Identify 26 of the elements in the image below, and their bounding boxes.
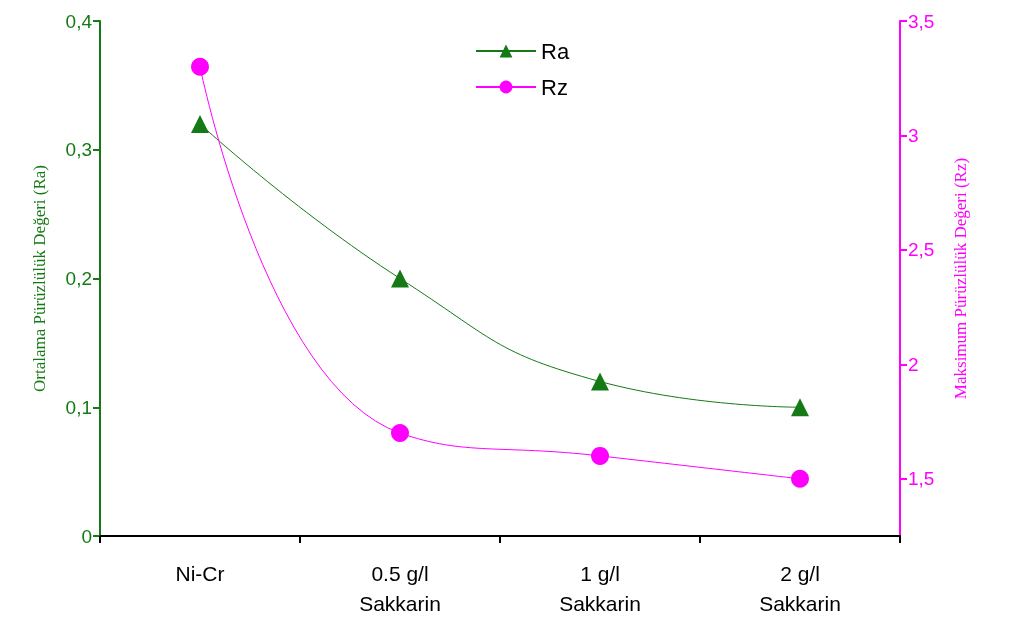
y2-tick-label: 2: [908, 353, 919, 375]
x-tick-label: 2 g/l Sakkarin: [759, 561, 841, 615]
y-axis-title: Ortalama Pürüzlülük Değeri (Ra): [30, 164, 49, 393]
point: [791, 469, 809, 488]
y-tick-label: 0,1: [65, 396, 92, 418]
y2-tick-label: 3: [908, 124, 919, 146]
y-tick-label: 0,2: [65, 268, 92, 289]
x-tick-label: Ni-Cr: [175, 561, 225, 585]
x-tick-label: 1 g/l Sakkarin: [559, 561, 641, 615]
point: [591, 446, 609, 465]
y2-tick-label: 2,5: [908, 239, 935, 261]
point: [391, 424, 409, 442]
point: [391, 269, 409, 288]
y-tick-label: 0,3: [65, 139, 92, 161]
point: [191, 115, 209, 133]
point: [791, 398, 809, 417]
point: [591, 372, 609, 391]
y-tick-label: 0: [81, 525, 92, 547]
y-tick-label: 0,4: [65, 10, 93, 32]
y2-tick-label: 3,5: [908, 10, 935, 32]
legend-label: Ra: [541, 38, 570, 64]
x-tick-label: 0.5 g/l Sakkarin: [359, 561, 441, 615]
y2-axis-title: Maksimum Pürüzlülük Değeri (Rz): [951, 157, 970, 400]
y2-tick-label: 1,5: [908, 468, 935, 490]
legend-label: Rz: [541, 74, 568, 100]
point: [191, 57, 209, 76]
